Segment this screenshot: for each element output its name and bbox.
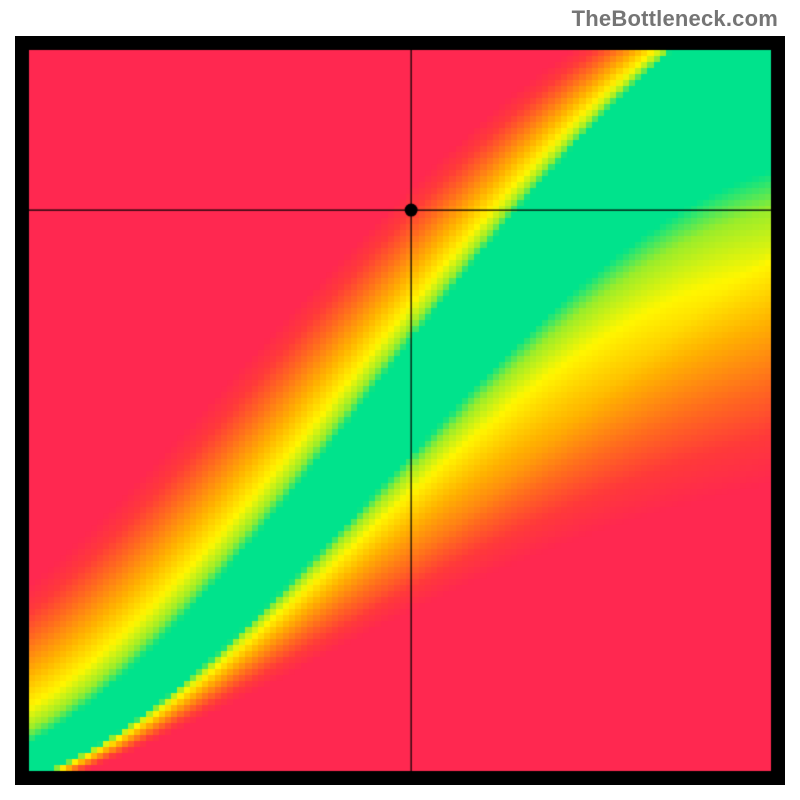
bottleneck-heatmap — [15, 36, 785, 785]
plot-frame — [15, 36, 785, 785]
watermark-text: TheBottleneck.com — [572, 6, 778, 32]
chart-container: TheBottleneck.com — [0, 0, 800, 800]
